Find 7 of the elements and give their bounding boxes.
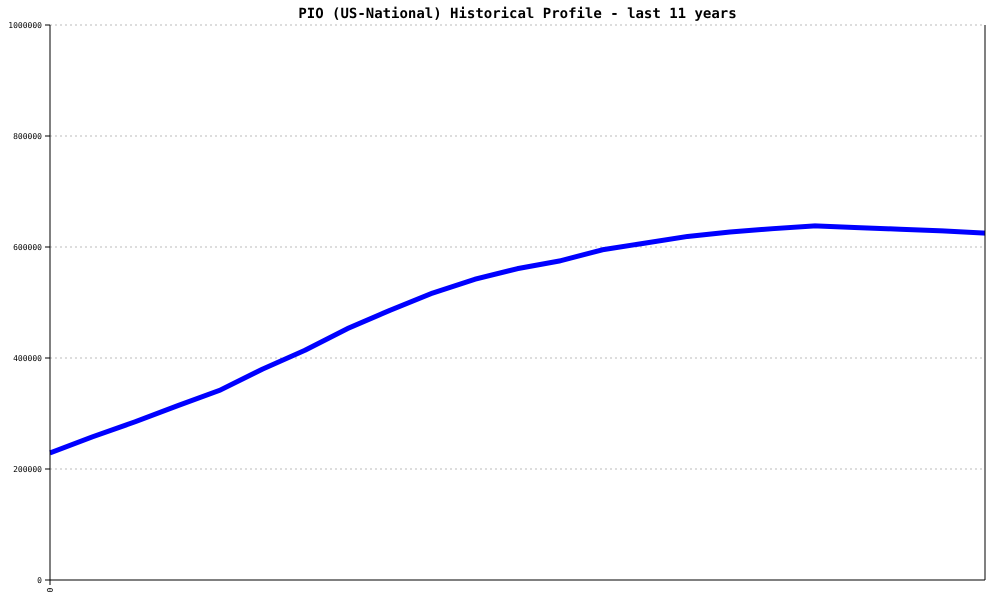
y-tick-label: 200000 [13,464,42,474]
y-tick-label: 800000 [13,132,42,141]
y-tick-label: 400000 [13,354,42,363]
category-label: 0 [45,588,54,592]
chart-title: PIO (US-National) Historical Profile - last 11 years [298,6,737,22]
y-tick-label: 600000 [13,242,42,252]
y-tick-label: 1000000 [8,20,42,30]
